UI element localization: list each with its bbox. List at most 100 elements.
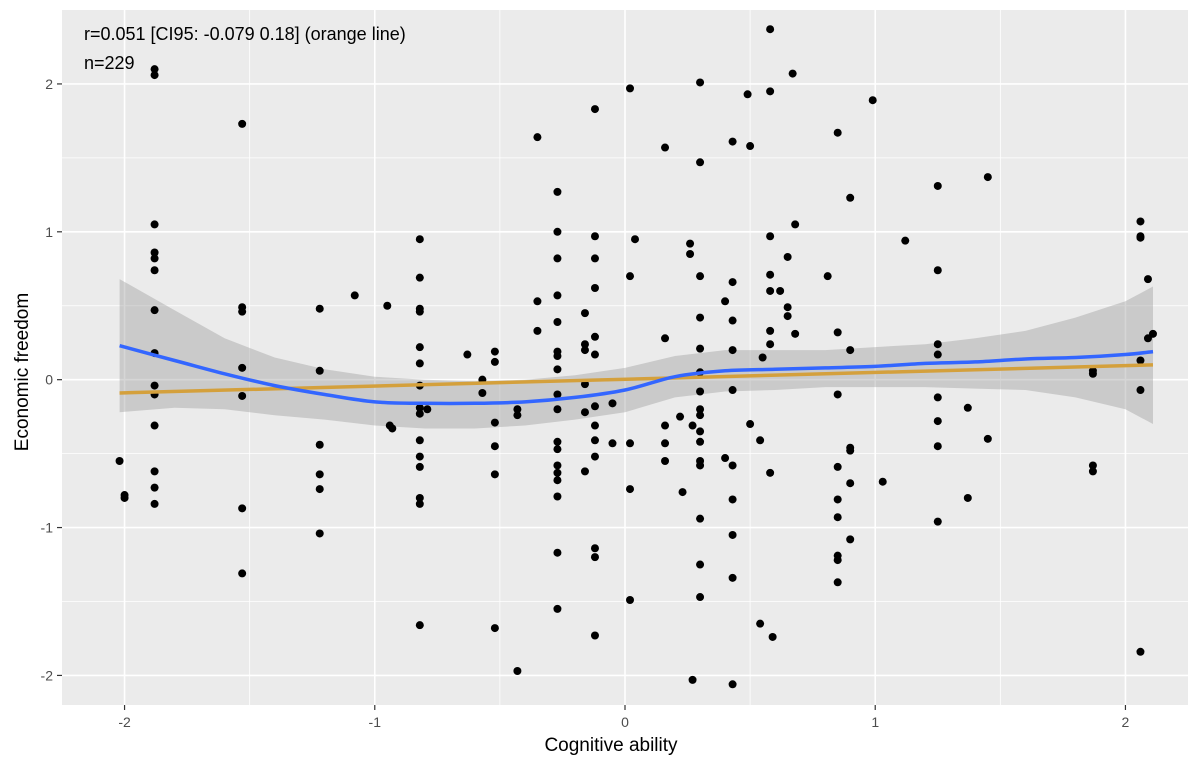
- data-point: [415, 403, 424, 412]
- data-point: [315, 529, 324, 538]
- data-point: [415, 307, 424, 316]
- data-point: [776, 286, 785, 295]
- data-point: [833, 578, 842, 587]
- data-point: [1148, 329, 1157, 338]
- data-point: [728, 137, 737, 146]
- sample-size-annotation: n=229: [84, 53, 135, 73]
- data-point: [553, 390, 562, 399]
- data-point: [553, 492, 562, 501]
- data-point: [315, 485, 324, 494]
- data-point: [490, 442, 499, 451]
- data-point: [590, 332, 599, 341]
- data-point: [553, 476, 562, 485]
- data-point: [490, 470, 499, 479]
- data-points: [115, 25, 1157, 689]
- data-point: [553, 548, 562, 557]
- data-point: [766, 340, 775, 349]
- data-point: [590, 254, 599, 263]
- y-tick-label: 2: [45, 76, 53, 92]
- x-tick-label: -2: [118, 714, 131, 730]
- data-point: [746, 142, 755, 151]
- data-point: [415, 452, 424, 461]
- data-point: [590, 553, 599, 562]
- data-point: [963, 493, 972, 502]
- data-point: [696, 313, 705, 322]
- data-point: [150, 248, 159, 257]
- data-point: [728, 573, 737, 582]
- data-point: [743, 90, 752, 99]
- x-axis-title: Cognitive ability: [544, 735, 678, 756]
- data-point: [1136, 386, 1145, 395]
- data-point: [553, 227, 562, 236]
- data-point: [553, 352, 562, 361]
- data-point: [661, 334, 670, 343]
- data-point: [878, 477, 887, 486]
- data-point: [933, 442, 942, 451]
- data-point: [238, 119, 247, 128]
- data-point: [721, 454, 730, 463]
- data-point: [1136, 217, 1145, 226]
- data-point: [783, 303, 792, 312]
- data-point: [983, 434, 992, 443]
- data-point: [823, 272, 832, 281]
- data-point: [315, 470, 324, 479]
- data-point: [696, 514, 705, 523]
- data-point: [590, 421, 599, 430]
- data-point: [415, 621, 424, 630]
- data-point: [590, 350, 599, 359]
- data-point: [661, 143, 670, 152]
- data-point: [696, 427, 705, 436]
- data-point: [661, 457, 670, 466]
- data-point: [1143, 275, 1152, 284]
- data-point: [833, 513, 842, 522]
- data-point: [833, 390, 842, 399]
- data-point: [415, 235, 424, 244]
- data-point: [626, 84, 635, 93]
- data-point: [415, 436, 424, 445]
- data-point: [626, 439, 635, 448]
- data-point: [696, 78, 705, 87]
- data-point: [756, 619, 765, 628]
- data-point: [553, 461, 562, 470]
- data-point: [783, 252, 792, 261]
- data-point: [490, 418, 499, 427]
- data-point: [626, 596, 635, 605]
- data-point: [696, 437, 705, 446]
- data-point: [756, 436, 765, 445]
- data-point: [788, 69, 797, 78]
- data-point: [728, 530, 737, 539]
- data-point: [846, 193, 855, 202]
- y-tick-label: 1: [45, 224, 53, 240]
- data-point: [676, 412, 685, 421]
- y-tick-label: -2: [41, 667, 54, 683]
- data-point: [315, 366, 324, 375]
- data-point: [150, 381, 159, 390]
- data-point: [150, 499, 159, 508]
- data-point: [728, 346, 737, 355]
- data-point: [553, 187, 562, 196]
- data-point: [766, 25, 775, 34]
- data-point: [833, 128, 842, 137]
- data-point: [388, 424, 397, 433]
- data-point: [315, 440, 324, 449]
- data-point: [315, 304, 324, 313]
- data-point: [580, 346, 589, 355]
- data-point: [490, 357, 499, 366]
- data-point: [415, 409, 424, 418]
- data-point: [933, 350, 942, 359]
- data-point: [590, 631, 599, 640]
- data-point: [513, 411, 522, 420]
- y-tick-label: -1: [41, 520, 54, 536]
- data-point: [478, 388, 487, 397]
- data-point: [688, 421, 697, 430]
- data-point: [766, 468, 775, 477]
- data-point: [580, 408, 589, 417]
- data-point: [533, 133, 542, 142]
- data-point: [933, 417, 942, 426]
- data-point: [963, 403, 972, 412]
- data-point: [696, 158, 705, 167]
- data-point: [766, 326, 775, 335]
- data-point: [553, 445, 562, 454]
- data-point: [626, 485, 635, 494]
